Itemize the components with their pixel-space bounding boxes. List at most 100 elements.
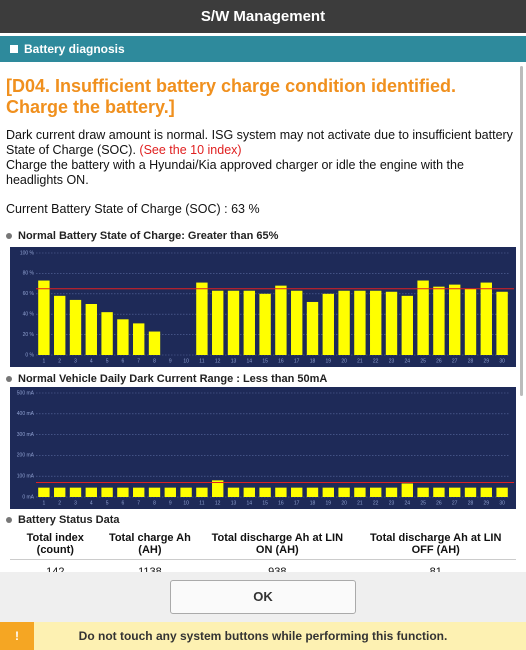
bar	[417, 487, 429, 497]
x-tick-label: 8	[153, 358, 156, 364]
soc-value: Current Battery State of Charge (SOC) : …	[6, 202, 260, 216]
section-bar: Battery diagnosis	[0, 36, 526, 62]
table-cell: 938	[268, 566, 287, 572]
bar	[133, 487, 145, 497]
x-tick-label: 30	[499, 358, 505, 364]
y-tick-label: 300 mA	[17, 432, 35, 438]
x-tick-label: 13	[231, 358, 237, 364]
bar	[464, 288, 477, 355]
x-tick-label: 23	[389, 358, 395, 364]
y-tick-label: 60 %	[23, 291, 35, 297]
bar	[85, 304, 97, 355]
bar	[196, 487, 208, 497]
x-tick-label: 9	[169, 500, 172, 506]
x-tick-label: 16	[278, 358, 284, 364]
bar	[38, 280, 50, 355]
bar	[354, 290, 366, 355]
x-tick-label: 25	[420, 500, 426, 506]
x-tick-label: 14	[247, 500, 253, 506]
x-tick-label: 12	[215, 358, 221, 364]
button-area: OK	[0, 572, 526, 622]
bar	[259, 487, 271, 497]
bar	[259, 293, 271, 355]
x-tick-label: 22	[373, 358, 379, 364]
x-tick-label: 29	[484, 500, 490, 506]
footer-warning: ! Do not touch any system buttons while p…	[0, 622, 526, 650]
bar	[306, 301, 319, 355]
bar	[38, 487, 50, 497]
table-header: Total discharge Ah at LIN ON (AH)	[199, 529, 356, 560]
x-tick-label: 13	[231, 500, 237, 506]
table-cell: 81	[429, 566, 442, 572]
bar	[101, 312, 113, 355]
app-header: S/W Management	[0, 0, 526, 33]
y-tick-label: 80 %	[23, 271, 35, 277]
bar	[69, 487, 82, 497]
y-tick-label: 100 %	[20, 250, 35, 256]
bar	[417, 280, 429, 355]
x-tick-label: 30	[499, 500, 505, 506]
bar	[480, 487, 492, 497]
bar	[464, 487, 477, 497]
x-tick-label: 1	[43, 500, 46, 506]
bar	[54, 295, 66, 355]
x-tick-label: 7	[137, 358, 140, 364]
message-note[interactable]: (See the 10 index)	[139, 143, 242, 157]
bar	[306, 487, 319, 497]
x-tick-label: 17	[294, 500, 300, 506]
headline: [D04. Insufficient battery charge condit…	[6, 76, 457, 117]
bar	[180, 487, 192, 497]
bar	[196, 282, 208, 355]
x-tick-label: 20	[341, 358, 347, 364]
x-tick-label: 21	[357, 358, 363, 364]
bar	[275, 285, 287, 355]
bar	[354, 487, 366, 497]
x-tick-label: 11	[199, 500, 204, 506]
bar	[449, 284, 461, 355]
bar	[370, 290, 382, 355]
scrollbar[interactable]	[520, 66, 523, 396]
bar	[148, 331, 161, 355]
content: [D04. Insufficient battery charge condit…	[0, 62, 518, 572]
y-tick-label: 0 mA	[22, 494, 34, 500]
chart-title-text: Normal Battery State of Charge: Greater …	[18, 230, 279, 242]
x-tick-label: 28	[468, 500, 474, 506]
x-tick-label: 24	[405, 358, 411, 364]
bar	[480, 282, 492, 355]
x-tick-label: 24	[405, 500, 411, 506]
table-header: Total discharge Ah at LIN OFF (AH)	[355, 529, 516, 560]
message-text: Dark current draw amount is normal. ISG …	[6, 128, 513, 157]
x-tick-label: 19	[326, 358, 332, 364]
bar	[322, 293, 334, 355]
section-icon	[10, 45, 18, 53]
warning-icon: !	[0, 622, 34, 650]
ok-button[interactable]: OK	[170, 580, 356, 614]
chart-title: Normal Vehicle Daily Dark Current Range …	[6, 373, 327, 385]
x-tick-label: 2	[58, 500, 61, 506]
x-tick-label: 5	[106, 358, 109, 364]
bar	[385, 487, 398, 497]
bar	[370, 487, 382, 497]
bar	[449, 487, 461, 497]
x-tick-label: 1	[43, 358, 46, 364]
x-tick-label: 6	[122, 500, 125, 506]
bar	[291, 487, 303, 497]
bar	[227, 290, 240, 355]
bar	[338, 487, 350, 497]
chart-title-text: Normal Vehicle Daily Dark Current Range …	[18, 373, 328, 385]
warning-text: Do not touch any system buttons while pe…	[78, 629, 448, 643]
x-tick-label: 25	[420, 358, 426, 364]
bar	[212, 290, 224, 355]
y-tick-label: 400 mA	[17, 411, 35, 417]
x-tick-label: 19	[326, 500, 332, 506]
x-tick-label: 14	[247, 358, 253, 364]
bar	[54, 487, 66, 497]
x-tick-label: 29	[484, 358, 490, 364]
bar	[69, 299, 82, 355]
table-cell: 142	[46, 566, 65, 572]
x-tick-label: 22	[373, 500, 379, 506]
chart: 0 %20 %40 %60 %80 %100 %1 2 3 4 5 6 7 8 9 10 11 12 1…	[10, 247, 516, 367]
x-tick-label: 4	[90, 358, 93, 364]
y-tick-label: 200 mA	[17, 453, 35, 459]
